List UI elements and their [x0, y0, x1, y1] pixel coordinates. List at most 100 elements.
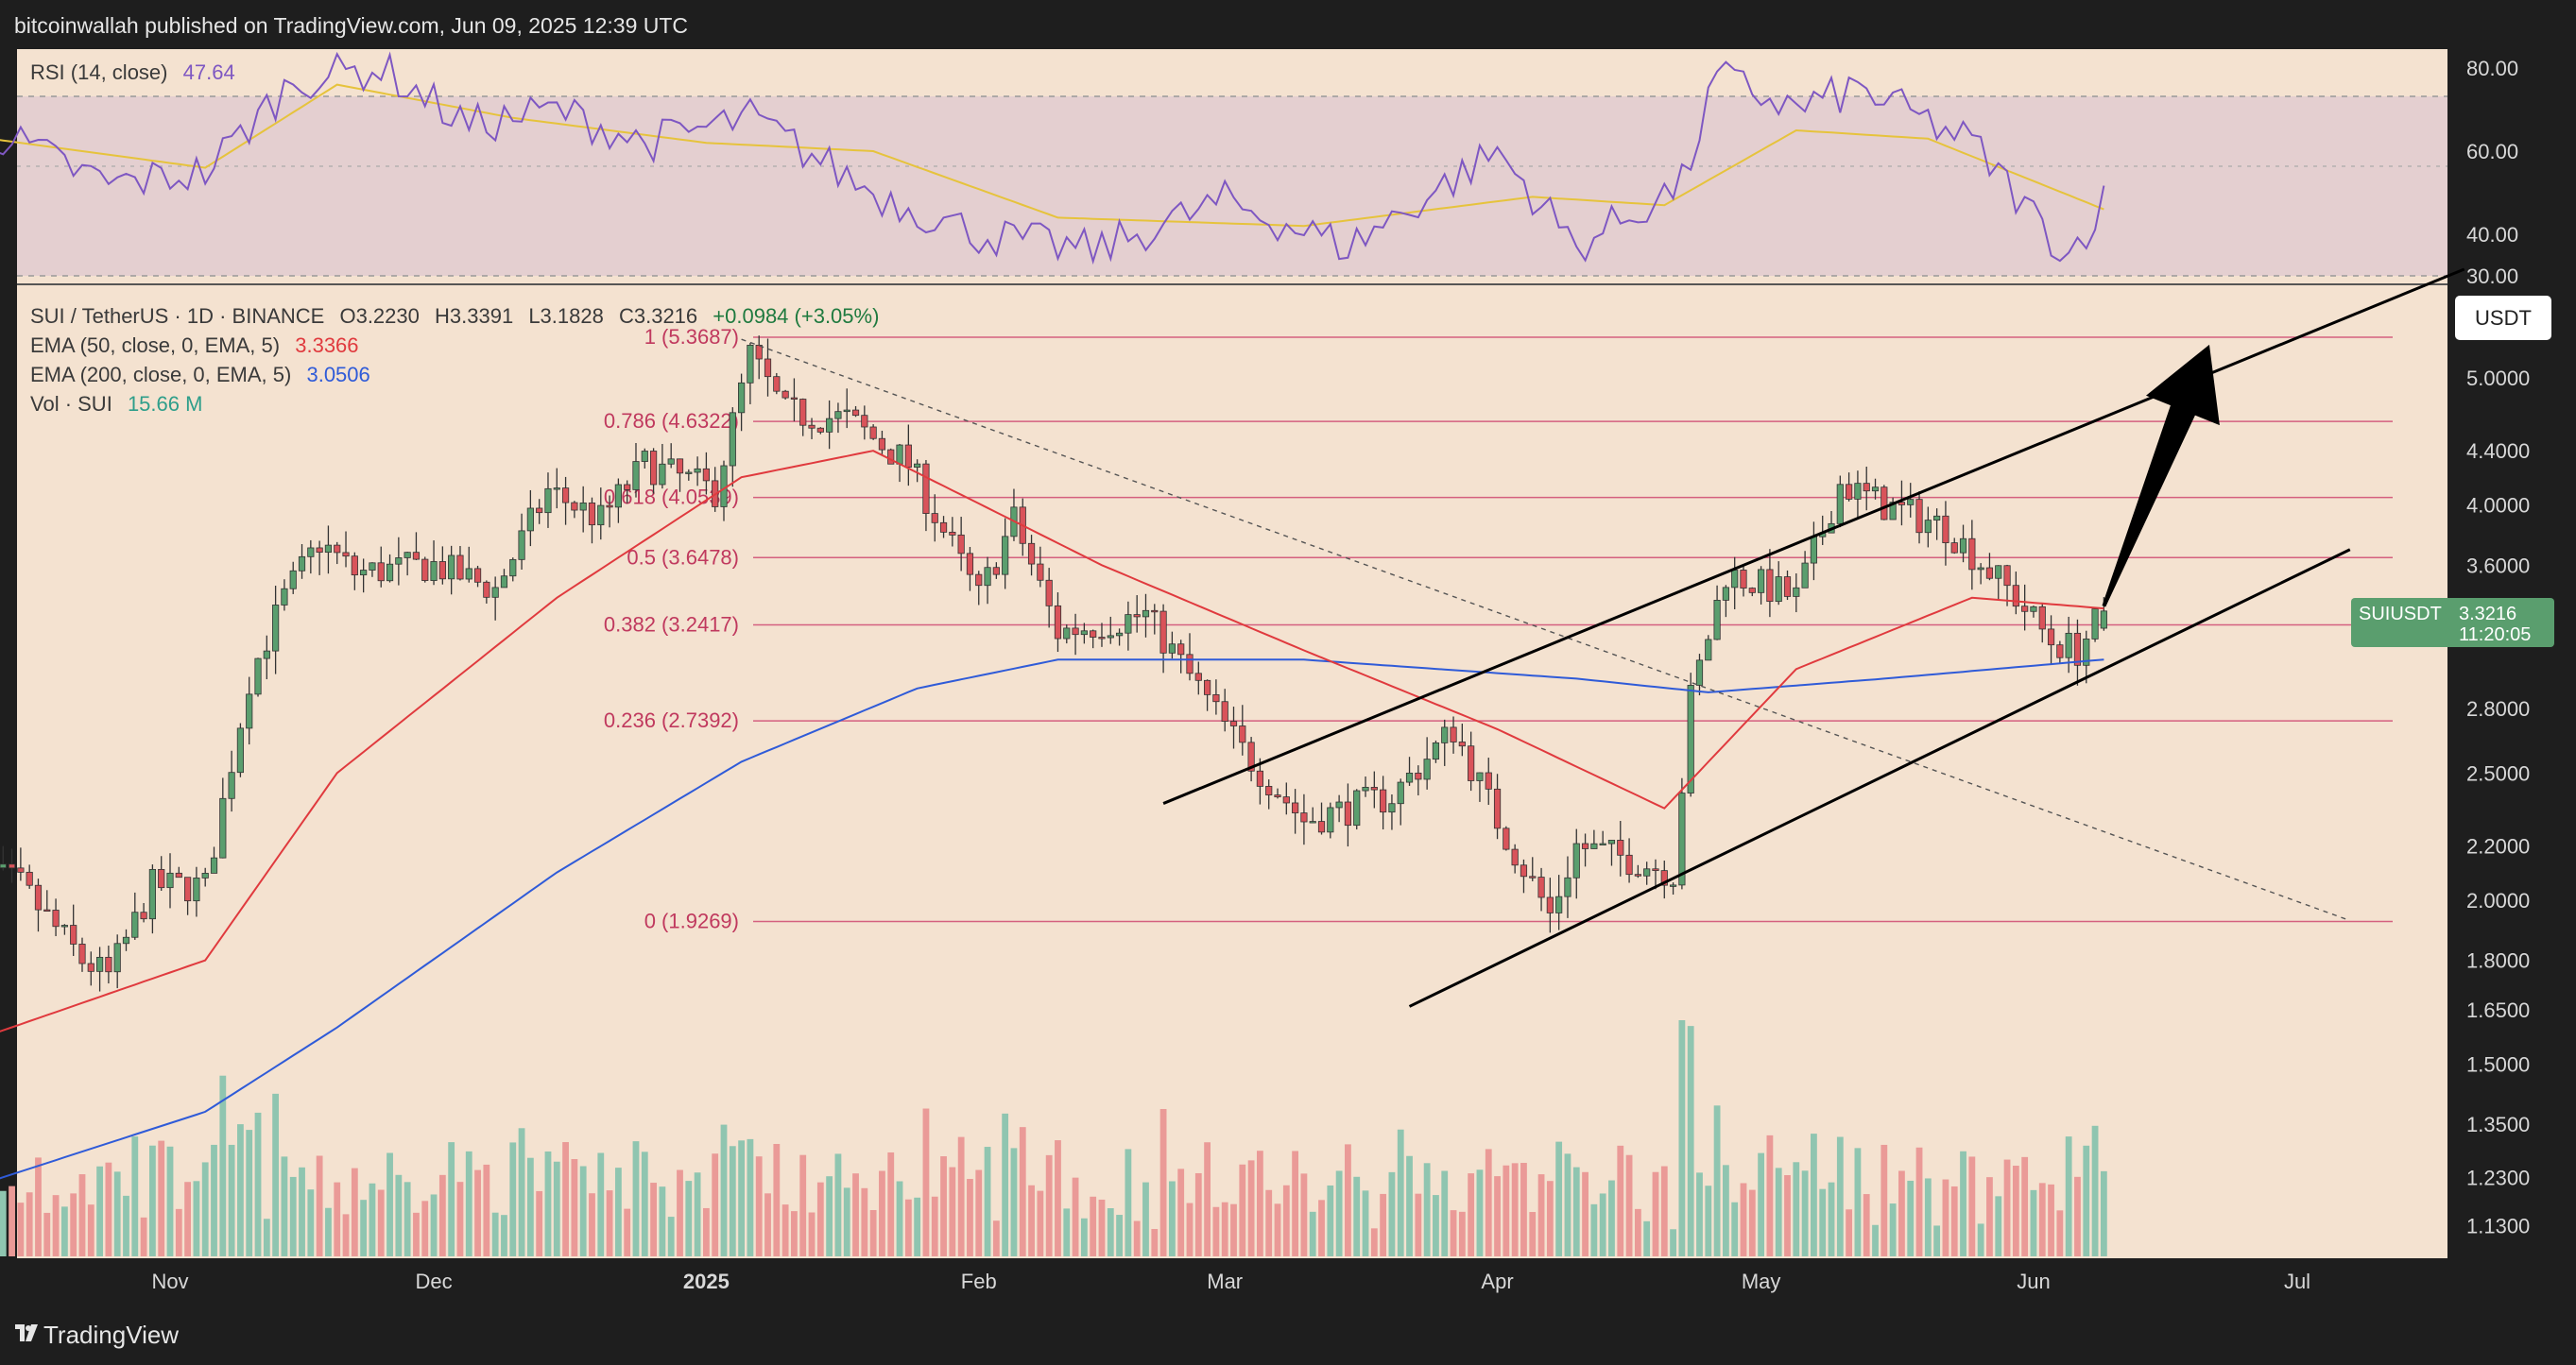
- time-axis-tick: Mar: [1207, 1270, 1243, 1293]
- volume-bar: [1292, 1151, 1299, 1256]
- volume-bar: [325, 1207, 332, 1256]
- volume-bar: [369, 1183, 376, 1256]
- ema200-label: EMA (200, close, 0, EMA, 5): [30, 363, 292, 386]
- candle: [1186, 654, 1194, 674]
- price-axis[interactable]: [2447, 49, 2576, 1258]
- candle: [491, 587, 499, 598]
- candle: [298, 555, 306, 572]
- ema200-legend[interactable]: EMA (200, close, 0, EMA, 5) 3.0506: [30, 363, 370, 387]
- candle: [2083, 639, 2090, 666]
- candle: [210, 857, 218, 874]
- volume-bar: [1731, 1202, 1739, 1256]
- candle: [1370, 787, 1378, 791]
- volume-bar: [1204, 1142, 1211, 1256]
- volume-bar: [377, 1189, 385, 1256]
- brand-name[interactable]: TradingView: [43, 1321, 180, 1349]
- volume-bar: [1995, 1196, 2002, 1256]
- footer: TradingView: [0, 1304, 2576, 1365]
- volume-bar: [430, 1194, 438, 1256]
- candle: [1458, 742, 1466, 747]
- volume-bar: [816, 1182, 824, 1256]
- candle: [465, 568, 472, 580]
- candle: [1687, 685, 1694, 793]
- volume-bar: [843, 1187, 850, 1256]
- volume-bar: [808, 1212, 816, 1256]
- candle: [1450, 726, 1457, 742]
- candle: [1468, 745, 1475, 781]
- ema50-legend[interactable]: EMA (50, close, 0, EMA, 5) 3.3366: [30, 333, 359, 358]
- volume-bar: [2048, 1184, 2054, 1256]
- volume-legend[interactable]: Vol · SUI 15.66 M: [30, 392, 202, 417]
- candle: [1327, 807, 1334, 833]
- volume-bar: [914, 1197, 921, 1256]
- volume-bar: [571, 1159, 578, 1256]
- candle: [236, 727, 245, 774]
- volume-bar: [334, 1182, 341, 1256]
- volume-bar: [211, 1144, 217, 1256]
- candle: [1203, 679, 1211, 695]
- candle: [1731, 570, 1739, 589]
- candle: [1652, 868, 1659, 872]
- candle: [773, 376, 781, 392]
- candle: [78, 944, 86, 964]
- volume-bar: [1529, 1212, 1537, 1256]
- candle: [1933, 515, 1941, 521]
- candle: [536, 507, 543, 514]
- candle: [1977, 567, 1984, 571]
- price-tag-symbol: SUIUSDT: [2359, 604, 2442, 624]
- volume-bar: [1212, 1206, 1220, 1256]
- candle: [1115, 632, 1124, 637]
- volume-bar: [1590, 1203, 1598, 1256]
- candle: [553, 487, 560, 490]
- candle: [939, 521, 948, 533]
- volume-bar: [1107, 1208, 1114, 1256]
- rsi-legend[interactable]: RSI (14, close) 47.64: [30, 60, 235, 85]
- volume-bar: [1880, 1144, 1888, 1256]
- volume-bar: [1247, 1160, 1255, 1256]
- candle: [1344, 801, 1352, 827]
- tradingview-logo-icon[interactable]: [15, 1324, 38, 1341]
- volume-bar: [677, 1169, 683, 1256]
- rsi-label: RSI (14, close): [30, 60, 168, 84]
- volume-bar: [2100, 1170, 2107, 1256]
- volume-bar: [404, 1182, 411, 1256]
- volume-bar: [887, 1152, 895, 1256]
- candle: [386, 563, 394, 582]
- symbol-legend[interactable]: SUI / TetherUS · 1D · BINANCE O3.2230 H3…: [30, 304, 879, 329]
- volume-bar: [1889, 1203, 1897, 1256]
- volume-bar: [237, 1124, 244, 1256]
- price-panel: [17, 285, 2447, 1258]
- candle: [1801, 562, 1809, 589]
- candle: [1256, 770, 1264, 787]
- candle: [246, 693, 253, 729]
- candle: [131, 912, 139, 938]
- candle: [1617, 840, 1624, 856]
- volume-bar: [1274, 1203, 1281, 1256]
- candle: [1317, 821, 1326, 833]
- candle: [1783, 576, 1792, 597]
- candle: [904, 444, 912, 468]
- volume-bar: [869, 1209, 877, 1256]
- candle: [1159, 610, 1167, 654]
- currency-button[interactable]: USDT: [2455, 296, 2551, 340]
- candle: [1660, 870, 1668, 886]
- symbol-name: SUI / TetherUS · 1D · BINANCE: [30, 304, 325, 328]
- volume-bar: [1309, 1211, 1316, 1256]
- volume-bar: [386, 1152, 393, 1256]
- volume-bar: [1125, 1149, 1132, 1256]
- time-axis-tick: Nov: [151, 1270, 188, 1293]
- price-axis-tick: 1.8000: [2466, 949, 2530, 973]
- volume-bar: [904, 1199, 912, 1256]
- volume-bar: [624, 1208, 631, 1256]
- candle: [1599, 843, 1606, 845]
- volume-bar: [1151, 1229, 1159, 1256]
- time-axis[interactable]: [17, 1258, 2447, 1304]
- volume-bar: [483, 1164, 490, 1256]
- candle: [148, 868, 156, 920]
- time-axis-tick: Jun: [2017, 1270, 2050, 1293]
- volume-bar: [861, 1187, 868, 1256]
- volume-bar: [1670, 1229, 1676, 1256]
- candle: [1054, 605, 1062, 640]
- candle: [158, 868, 165, 889]
